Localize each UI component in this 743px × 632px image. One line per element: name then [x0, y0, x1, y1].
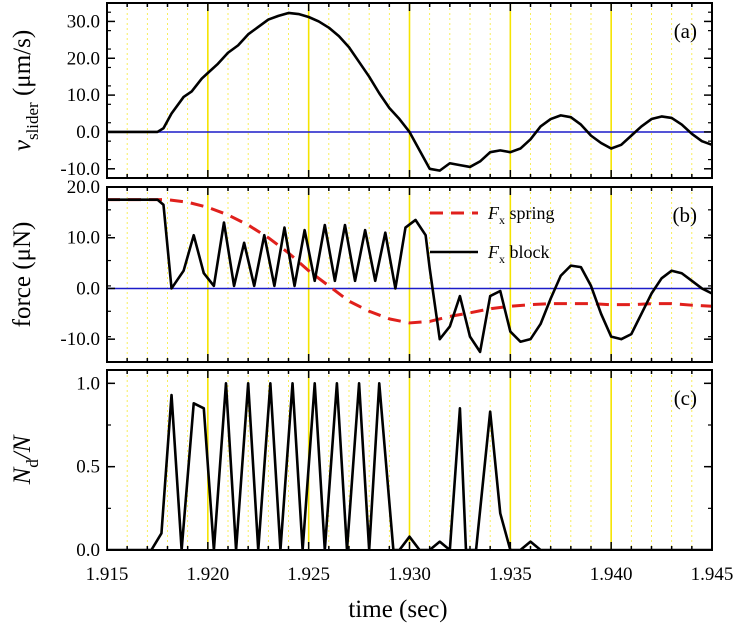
y-axis-title-main: N: [9, 466, 36, 485]
y-tick-label: 30.0: [67, 11, 100, 32]
y-tick-label: -10.0: [60, 329, 100, 350]
y-tick-label: 0.5: [76, 457, 100, 478]
legend-subscript: x: [499, 252, 505, 266]
y-axis-title: vslider (μm/s): [9, 30, 42, 151]
legend-entry-label: Fx spring: [487, 203, 555, 227]
y-tick-label: 10.0: [67, 228, 100, 249]
x-tick-label: 1.915: [86, 564, 129, 585]
legend-entry-label: Fx block: [487, 242, 550, 266]
y-tick-label: 0.0: [76, 122, 100, 143]
series-line: [107, 382, 712, 550]
y-axis-title: Nd/N: [9, 434, 42, 485]
legend-symbol: F: [487, 203, 500, 223]
axis-labels: 30.0 20.0 10.0 0.0 -10.0 (a) vslider (μm/s) 20.…: [9, 11, 733, 585]
panel-tag: (b): [673, 203, 698, 227]
series-line: [107, 11, 712, 172]
y-tick-label: 20.0: [67, 48, 100, 69]
legend-subscript: x: [499, 213, 505, 227]
x-tick-label: 1.925: [287, 564, 330, 585]
legend-symbol: F: [487, 242, 500, 262]
x-axis-title: time (sec): [348, 596, 447, 623]
x-tick-label: 1.940: [590, 564, 633, 585]
y-axis-title-rest: /N: [9, 434, 36, 461]
y-tick-label: 1.0: [76, 373, 100, 394]
yellow-guide-lines: [126, 3, 693, 550]
x-tick-label: 1.920: [186, 564, 229, 585]
y-axis-title-rest: (μm/s): [9, 30, 36, 102]
legend-label-rest: spring: [505, 203, 555, 223]
y-axis-title-subscript: slider: [23, 102, 42, 140]
y-axis-title-main: v: [9, 139, 36, 151]
y-axis-title: force (μN): [9, 222, 36, 328]
series-line: [107, 198, 712, 354]
panel-tag: (c): [674, 386, 697, 410]
y-tick-label: -10.0: [60, 159, 100, 180]
axis-ticks: [106, 3, 713, 551]
y-tick-label: 10.0: [67, 85, 100, 106]
panel-tag: (a): [674, 19, 697, 43]
legend-label-rest: block: [505, 242, 550, 262]
spring-force-line: [107, 198, 712, 325]
x-tick-label: 1.935: [489, 564, 532, 585]
data-series: [107, 11, 712, 550]
y-tick-label: 0.0: [76, 540, 100, 561]
x-tick-label: 1.945: [691, 564, 734, 585]
y-axis-title-subscript: d: [23, 459, 42, 468]
x-tick-label: 1.930: [388, 564, 431, 585]
y-tick-label: 20.0: [67, 177, 100, 198]
y-tick-label: 0.0: [76, 278, 100, 299]
